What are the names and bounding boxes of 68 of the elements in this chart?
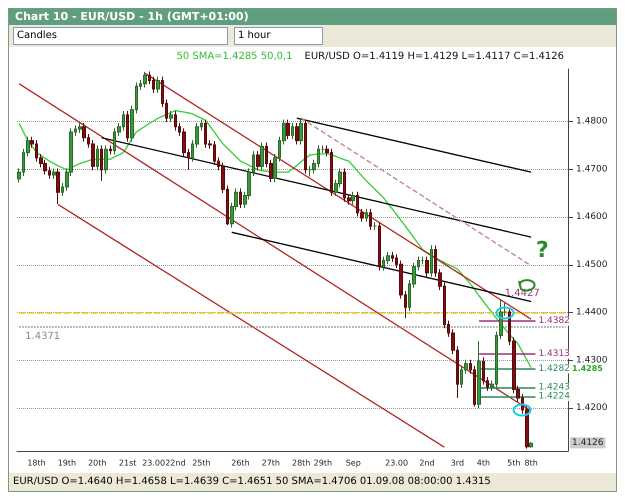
candlestick (291, 122, 294, 140)
candlestick (529, 441, 533, 448)
candlestick (52, 168, 56, 180)
x-tick-label: 8th (524, 458, 538, 468)
candlestick (351, 191, 355, 206)
candlestick (239, 188, 242, 208)
x-tick-label: 27th (262, 458, 280, 468)
x-tick-label: 25th (192, 458, 211, 468)
x-tick-label: 20th (88, 458, 106, 468)
candlestick (260, 142, 264, 171)
y-tick-label: 1.4800 (576, 116, 608, 127)
candlestick (378, 222, 381, 272)
candlestick (56, 168, 60, 205)
candlestick (295, 122, 299, 145)
candlestick (286, 119, 290, 140)
y-tick-label: 1.4300 (576, 355, 608, 366)
x-tick-label: 26th (231, 458, 250, 468)
candlestick (104, 144, 108, 174)
candlestick (169, 110, 173, 123)
x-tick-label: 19th (58, 458, 76, 468)
candlestick (109, 144, 112, 155)
x-tick-label: 3rd (450, 458, 464, 468)
text: Candles (13, 27, 228, 45)
text: 1 hour (234, 27, 323, 45)
candlestick (299, 118, 303, 145)
ref-line-label: 1.4313 (538, 349, 570, 360)
candlestick (143, 71, 147, 88)
x-tick-label: 28th (292, 458, 310, 468)
text: 1.4285 (572, 364, 604, 373)
text: EUR/USD O=1.4119 H=1.4129 L=1.4117 C=1.4126 (304, 51, 564, 62)
x-tick-label: 4th (476, 458, 490, 468)
candlestick (425, 256, 429, 278)
candlestick (430, 244, 433, 278)
x-tick-label: 23.00 (142, 458, 166, 468)
candlestick (156, 76, 160, 94)
y-tick-label: 1.4500 (576, 260, 608, 270)
x-tick-label: 29th (314, 458, 332, 468)
x-tick-label: 18th (27, 458, 46, 468)
chart-title: Chart 10 - EUR/USD - 1h (GMT+01:00) (9, 9, 616, 25)
candlestick (126, 110, 129, 142)
y-tick-label: 1.4700 (576, 164, 608, 174)
candlestick (477, 340, 481, 409)
text: ? (536, 238, 549, 263)
y-tick-label: 1.4400 (576, 308, 608, 318)
text: 1.4126 (572, 438, 604, 448)
x-tick-label: 21st (118, 458, 136, 468)
text: 50 SMA=1.4285 50,0,1 (176, 51, 293, 62)
candlestick (96, 144, 99, 171)
x-tick-label: 5th (507, 458, 520, 468)
candlestick (256, 150, 260, 171)
ref-line-label: 1.4224 (538, 392, 570, 402)
candlestick (78, 122, 82, 134)
candlestick (373, 222, 377, 230)
y-tick-label: 1.4200 (576, 403, 608, 414)
text: EUR/USD O=1.4640 H=1.4658 L=1.4639 C=1.4651 50 SMA=1.4706 01.09.08 08:00:00 1.4315 (9, 473, 616, 491)
y-tick-label: 1.4600 (576, 212, 608, 222)
x-tick-label: 23.00 (385, 458, 408, 468)
candlestick (369, 208, 372, 230)
ref-line-label: 1.4243 (538, 382, 570, 392)
x-tick-label: 2nd (419, 458, 435, 468)
candlestick (100, 144, 103, 182)
x-tick-label: Sep (346, 458, 361, 468)
ref-line-label: 1.4382 (538, 316, 570, 326)
x-tick-label: 22nd (165, 458, 186, 468)
ref-line-label: 1.4282 (538, 364, 570, 374)
candlestick (365, 208, 368, 222)
candlestick (304, 119, 307, 174)
ref-line-label: 1.4371 (25, 330, 60, 342)
